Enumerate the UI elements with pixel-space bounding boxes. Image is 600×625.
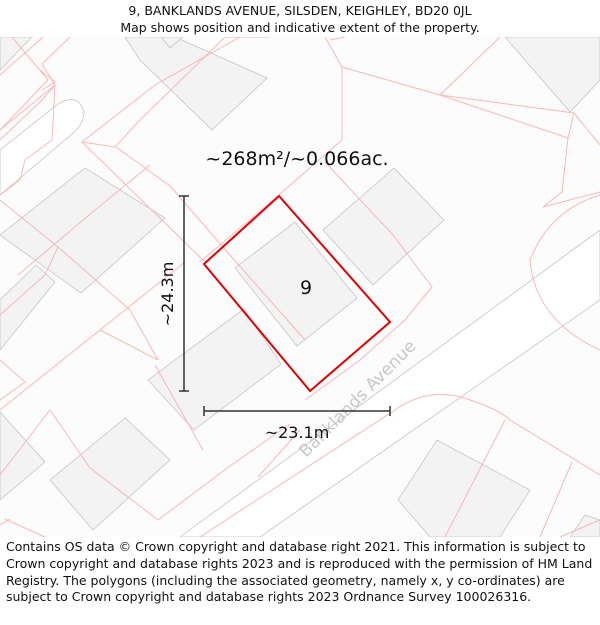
map-canvas: Banklands Avenue ~268m²/~0.066ac. 9 ~24.…	[0, 37, 600, 537]
road-banklands-avenue	[179, 229, 600, 537]
map-header: 9, BANKLANDS AVENUE, SILSDEN, KEIGHLEY, …	[0, 0, 600, 37]
copyright-attribution: Contains OS data © Crown copyright and d…	[6, 539, 593, 605]
buildings	[0, 37, 600, 537]
plot-number-label: 9	[300, 277, 312, 299]
area-label: ~268m²/~0.066ac.	[205, 148, 388, 170]
map-subtitle: Map shows position and indicative extent…	[120, 20, 480, 35]
dimension-lines	[179, 195, 391, 416]
property-address: 9, BANKLANDS AVENUE, SILSDEN, KEIGHLEY, …	[128, 3, 472, 18]
height-dimension-label: ~24.3m	[158, 262, 177, 327]
parcel-boundaries	[0, 37, 600, 537]
property-map[interactable]: Banklands Avenue ~268m²/~0.066ac. 9 ~24.…	[0, 37, 600, 537]
property-boundary	[202, 194, 392, 393]
width-dimension-label: ~23.1m	[265, 423, 330, 442]
